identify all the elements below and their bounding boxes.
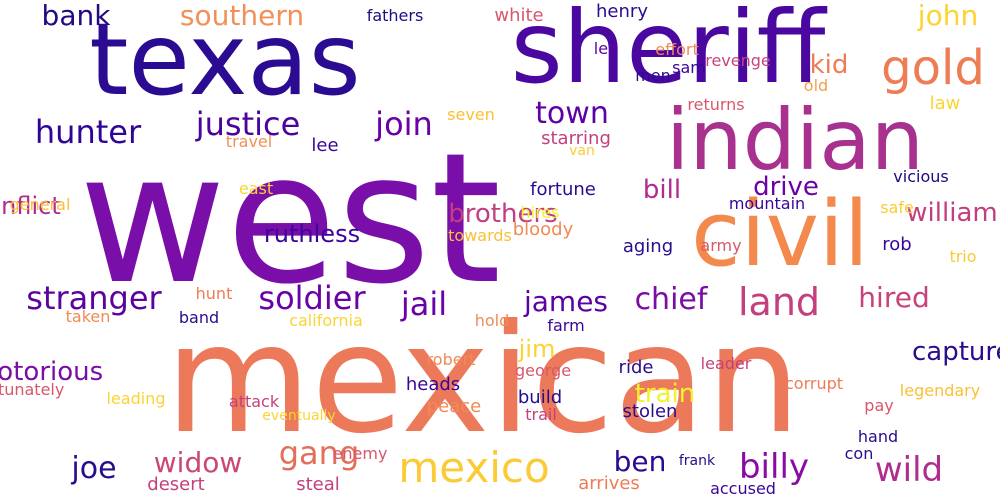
- word-old: old: [803, 76, 829, 95]
- word-gang: gang: [278, 434, 360, 472]
- word-heads: heads: [405, 374, 461, 395]
- word-hired: hired: [858, 281, 930, 314]
- word-vicious: vicious: [893, 167, 949, 186]
- word-mexico: mexico: [398, 443, 550, 492]
- word-soldier: soldier: [258, 279, 366, 317]
- word-hold: hold: [474, 311, 510, 330]
- word-chief: chief: [634, 282, 708, 317]
- word-fortune: fortune: [530, 179, 596, 200]
- word-towards: towards: [448, 226, 512, 245]
- word-seven: seven: [447, 105, 495, 124]
- word-george: george: [514, 361, 572, 380]
- word-hunter: hunter: [34, 113, 142, 151]
- word-indian: indian: [666, 91, 924, 189]
- word-ruthless: ruthless: [263, 220, 361, 248]
- word-trail: trail: [525, 405, 557, 424]
- word-east: east: [238, 179, 274, 198]
- word-stranger: stranger: [26, 279, 162, 317]
- word-band: band: [178, 308, 220, 327]
- word-william: william: [906, 198, 998, 228]
- word-attack: attack: [228, 392, 280, 411]
- word-notorious: notorious: [0, 357, 104, 387]
- word-corrupt: corrupt: [784, 374, 844, 393]
- word-henry: henry: [596, 1, 648, 22]
- word-peace: peace: [426, 396, 482, 417]
- word-land: land: [737, 280, 821, 324]
- word-brothers: brothers: [448, 199, 558, 229]
- word-steal: steal: [296, 474, 340, 495]
- word-widow: widow: [153, 446, 243, 479]
- word-bloody: bloody: [512, 219, 574, 240]
- word-unfortunately: unfortunately: [0, 380, 65, 399]
- word-general: general: [9, 195, 71, 214]
- word-lee: lee: [311, 135, 339, 156]
- word-starring: starring: [541, 128, 611, 149]
- word-sam: sam: [672, 58, 706, 77]
- word-stolen: stolen: [622, 401, 678, 422]
- word-bill: bill: [642, 175, 682, 205]
- word-led: led: [593, 39, 619, 58]
- word-southern: southern: [179, 0, 305, 32]
- word-ben: ben: [613, 445, 667, 478]
- word-billy: billy: [738, 447, 810, 487]
- word-leading: leading: [106, 389, 166, 408]
- word-army: army: [700, 236, 742, 255]
- word-california: california: [289, 311, 363, 330]
- word-texas: texas: [89, 1, 361, 118]
- word-conflict: conflict: [0, 192, 61, 220]
- word-hand: hand: [857, 427, 899, 446]
- word-returns: returns: [687, 95, 745, 114]
- word-civil: civil: [691, 182, 869, 287]
- word-frank: frank: [678, 453, 716, 469]
- word-white: white: [494, 5, 544, 26]
- word-join: join: [375, 105, 433, 143]
- word-mountain: mountain: [728, 194, 806, 213]
- word-fathers: fathers: [366, 6, 424, 25]
- word-con: con: [844, 444, 874, 463]
- word-van: van: [569, 143, 595, 159]
- word-desert: desert: [147, 474, 205, 495]
- word-revenge: revenge: [705, 51, 771, 70]
- word-ride: ride: [618, 357, 654, 378]
- word-captured: captured: [911, 337, 1000, 367]
- word-jail: jail: [400, 285, 448, 323]
- word-town: town: [535, 96, 609, 131]
- word-travel: travel: [225, 132, 273, 151]
- word-joe: joe: [71, 451, 117, 486]
- word-gold: gold: [881, 40, 985, 96]
- word-leader: leader: [700, 354, 752, 373]
- word-justice: justice: [195, 105, 301, 143]
- word-kid: kid: [809, 50, 849, 80]
- word-aging: aging: [622, 236, 674, 257]
- word-bank: bank: [41, 0, 111, 32]
- word-build: build: [517, 387, 563, 408]
- word-robert: robert: [426, 350, 476, 369]
- word-pay: pay: [864, 396, 894, 415]
- word-accused: accused: [710, 479, 776, 498]
- word-effort: effort: [655, 40, 699, 59]
- word-west: west: [78, 115, 502, 324]
- word-jim: jim: [518, 335, 556, 363]
- word-wild: wild: [874, 450, 944, 490]
- word-sheriff: sheriff: [510, 0, 826, 106]
- word-mexican: mexican: [165, 293, 801, 467]
- word-enemy: enemy: [332, 444, 388, 463]
- word-taken: taken: [65, 307, 111, 326]
- word-safe: safe: [880, 198, 914, 217]
- word-law: law: [929, 93, 961, 114]
- word-drive: drive: [753, 172, 819, 202]
- word-john: john: [917, 0, 979, 32]
- word-rob: rob: [882, 234, 912, 255]
- word-farm: farm: [547, 316, 585, 335]
- word-hires: hires: [520, 203, 560, 222]
- word-men: men: [635, 66, 671, 85]
- word-james: james: [523, 285, 609, 318]
- word-trio: trio: [949, 247, 977, 266]
- word-train: train: [634, 379, 696, 409]
- word-hunt: hunt: [195, 284, 233, 303]
- word-legendary: legendary: [899, 381, 981, 400]
- word-arrives: arrives: [578, 473, 640, 494]
- word-eventually: eventually: [262, 408, 336, 424]
